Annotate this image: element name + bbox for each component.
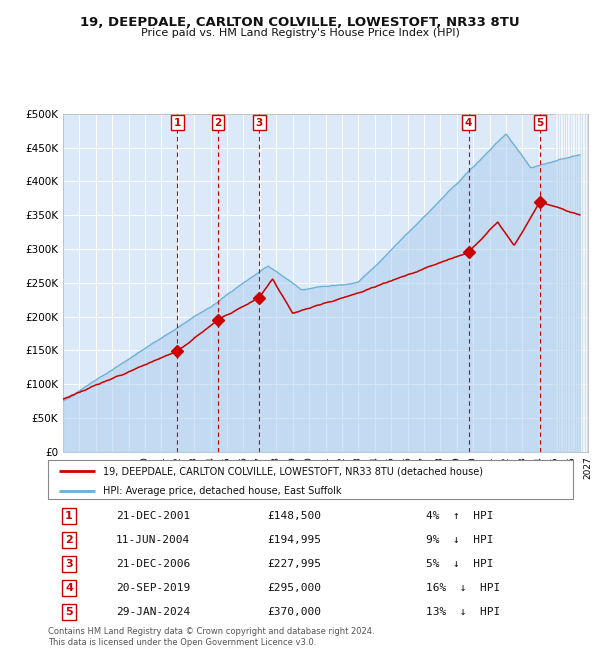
Text: 16%  ↓  HPI: 16% ↓ HPI [426, 583, 500, 593]
Text: £194,995: £194,995 [268, 535, 322, 545]
Text: £148,500: £148,500 [268, 511, 322, 521]
Text: 5%  ↓  HPI: 5% ↓ HPI [426, 559, 493, 569]
Text: 20-SEP-2019: 20-SEP-2019 [116, 583, 190, 593]
Text: 5: 5 [536, 118, 544, 127]
Text: This data is licensed under the Open Government Licence v3.0.: This data is licensed under the Open Gov… [48, 638, 316, 647]
Text: 1: 1 [65, 511, 73, 521]
Text: 9%  ↓  HPI: 9% ↓ HPI [426, 535, 493, 545]
Text: 13%  ↓  HPI: 13% ↓ HPI [426, 607, 500, 617]
Text: HPI: Average price, detached house, East Suffolk: HPI: Average price, detached house, East… [103, 486, 341, 495]
Text: 21-DEC-2001: 21-DEC-2001 [116, 511, 190, 521]
Text: 19, DEEPDALE, CARLTON COLVILLE, LOWESTOFT, NR33 8TU: 19, DEEPDALE, CARLTON COLVILLE, LOWESTOF… [80, 16, 520, 29]
Text: 3: 3 [256, 118, 263, 127]
Text: 1: 1 [174, 118, 181, 127]
Text: 3: 3 [65, 559, 73, 569]
Text: 21-DEC-2006: 21-DEC-2006 [116, 559, 190, 569]
Text: 4: 4 [465, 118, 472, 127]
Text: Price paid vs. HM Land Registry's House Price Index (HPI): Price paid vs. HM Land Registry's House … [140, 28, 460, 38]
Text: £227,995: £227,995 [268, 559, 322, 569]
Text: £370,000: £370,000 [268, 607, 322, 617]
Text: 19, DEEPDALE, CARLTON COLVILLE, LOWESTOFT, NR33 8TU (detached house): 19, DEEPDALE, CARLTON COLVILLE, LOWESTOF… [103, 466, 483, 476]
Text: 29-JAN-2024: 29-JAN-2024 [116, 607, 190, 617]
Text: 11-JUN-2004: 11-JUN-2004 [116, 535, 190, 545]
Text: 5: 5 [65, 607, 73, 617]
Text: 4%  ↑  HPI: 4% ↑ HPI [426, 511, 493, 521]
Text: 2: 2 [214, 118, 221, 127]
Text: 2: 2 [65, 535, 73, 545]
Text: 4: 4 [65, 583, 73, 593]
Bar [555, 114, 588, 452]
Text: £295,000: £295,000 [268, 583, 322, 593]
Text: Contains HM Land Registry data © Crown copyright and database right 2024.: Contains HM Land Registry data © Crown c… [48, 627, 374, 636]
